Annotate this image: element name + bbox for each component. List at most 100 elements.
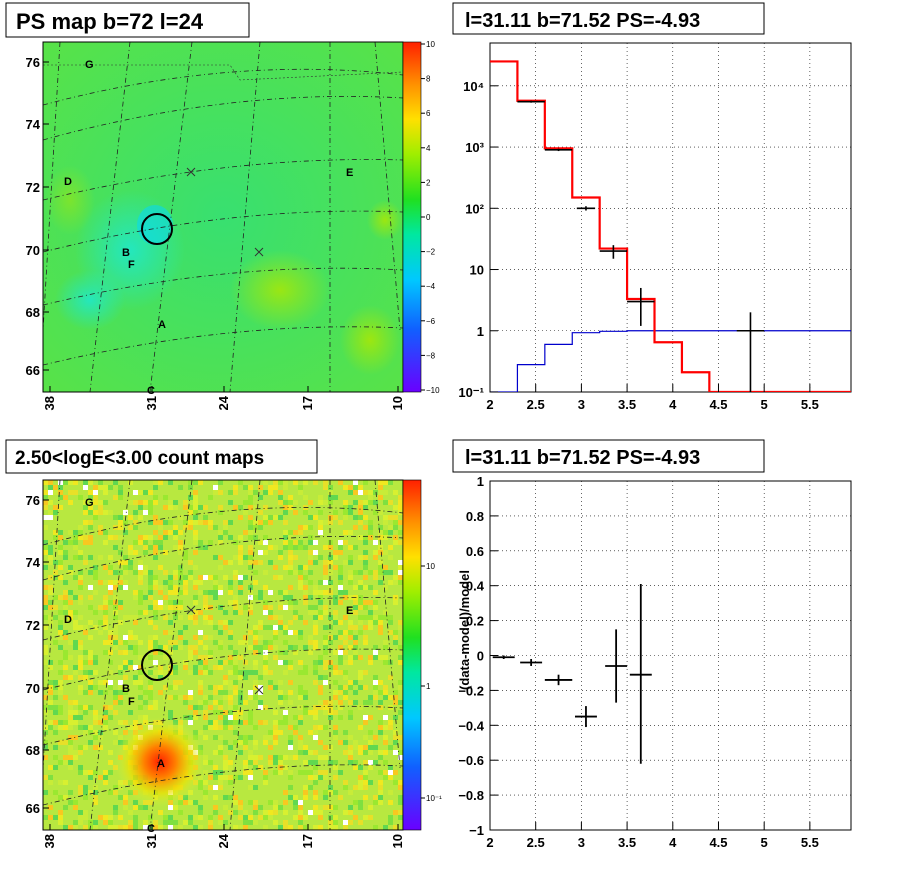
count-map-y-ticks: 76 74 72 70 68 66	[26, 493, 49, 816]
x-tick-label: 2	[486, 835, 493, 850]
ps-map-title-box: PS map b=72 l=24	[5, 2, 250, 38]
map-x-tick-label: 38	[42, 834, 57, 848]
x-tick-label: 4	[669, 397, 677, 412]
ps-map-x-ticks: 38 31 24 17 10	[42, 386, 405, 410]
count-map-panel: G D E B F A C 10 1 10⁻¹ 76 74 72 70 68 66 38 31 2…	[26, 479, 442, 848]
colorbar-tick-label: 4	[426, 144, 431, 153]
ps-map-cross-markers	[186, 167, 264, 257]
y-tick-label: −0.6	[458, 753, 484, 768]
data-point	[544, 148, 573, 152]
y-tick-label: 10⁻¹	[458, 385, 484, 400]
colorbar-tick-label: −10	[426, 386, 440, 395]
source-label-a: A	[158, 319, 166, 331]
count-map-colorbar	[402, 479, 422, 831]
map-y-tick-label: 68	[26, 743, 40, 758]
y-tick-label: 0.4	[466, 579, 485, 594]
source-label-b: B	[122, 247, 130, 259]
residual-point	[520, 658, 543, 666]
x-tick-label: 4.5	[709, 397, 727, 412]
residual-point	[574, 706, 597, 728]
y-tick-label: 10⁴	[463, 79, 484, 94]
ps-map-target-circle	[141, 213, 173, 245]
x-tick-label: 5.5	[801, 835, 819, 850]
ps-map-coordinate-grid	[43, 42, 403, 392]
spectrum-title: l=31.11 b=71.52 PS=-4.93	[465, 10, 700, 32]
ps-map-title: PS map b=72 l=24	[16, 9, 204, 34]
x-tick-label: 2.5	[527, 835, 545, 850]
colorbar-tick-label: 0	[426, 213, 431, 222]
x-tick-label: 4	[669, 835, 677, 850]
spectrum-marks	[490, 60, 851, 392]
count-map-cross-markers	[186, 605, 264, 695]
source-label-g: G	[85, 59, 94, 71]
data-point	[736, 312, 765, 392]
source-label-g: G	[85, 497, 94, 509]
y-tick-label: −1	[469, 823, 484, 838]
x-tick-label: 5.5	[801, 397, 819, 412]
y-tick-label: 1	[477, 324, 484, 339]
residual-point	[544, 674, 573, 686]
x-tick-label: 3.5	[618, 835, 636, 850]
map-x-tick-label: 10	[390, 396, 405, 410]
map-y-tick-label: 70	[26, 681, 40, 696]
map-y-tick-label: 76	[26, 55, 40, 70]
source-label-d: D	[64, 176, 72, 188]
ps-map-colorbar-ticks: 10 8 6 4 2 0 −2 −4 −6 −8 −10	[421, 40, 440, 395]
colorbar-tick-label: −6	[426, 317, 436, 326]
residual-title: l=31.11 b=71.52 PS=-4.93	[465, 447, 700, 469]
spectrum-title-box: l=31.11 b=71.52 PS=-4.93	[452, 2, 765, 35]
residual-title-box: l=31.11 b=71.52 PS=-4.93	[452, 439, 765, 473]
residual-panel: 2 2.5 3 3.5 4 4.5 5 5.5 −1 −0.8 −0.6 −0.4 −0.2 0 0.2 0.…	[457, 474, 852, 850]
spectrum-panel: 2 2.5 3 3.5 4 4.5 5 5.5 10⁻¹ 1 10 10² 10³ 10⁴	[458, 42, 852, 412]
data-point	[627, 287, 655, 326]
colorbar-tick-label: −2	[426, 248, 436, 257]
ps-map-y-ticks: 76 74 72 70 68 66	[26, 55, 49, 378]
source-label-a: A	[157, 758, 165, 770]
colorbar-tick-label: 2	[426, 178, 431, 187]
source-label-b: B	[122, 683, 130, 695]
colorbar-tick-label: −8	[426, 351, 436, 360]
source-label-c: C	[147, 823, 155, 835]
x-tick-label: 2.5	[527, 397, 545, 412]
map-x-tick-label: 31	[144, 834, 159, 848]
source-label-f: F	[128, 259, 135, 271]
residual-grid	[489, 480, 851, 831]
count-map-title: 2.50<logE<3.00 count maps	[15, 448, 264, 469]
map-x-tick-label: 31	[144, 396, 159, 410]
data-point	[599, 245, 628, 259]
y-tick-label: −0.2	[458, 683, 484, 698]
map-x-tick-label: 38	[42, 396, 57, 410]
y-tick-label: 0.2	[466, 614, 484, 629]
y-tick-label: −0.8	[458, 788, 484, 803]
map-y-tick-label: 74	[26, 555, 41, 570]
spectrum-ticks: 2 2.5 3 3.5 4 4.5 5 5.5 10⁻¹ 1 10 10² 10³ 10⁴	[458, 79, 819, 412]
source-label-c: C	[147, 385, 155, 397]
source-label-f: F	[128, 696, 135, 708]
count-map-pixels	[43, 480, 403, 830]
map-y-tick-label: 68	[26, 305, 40, 320]
x-tick-label: 5	[761, 397, 768, 412]
y-tick-label: 10²	[465, 201, 484, 216]
residual-point	[605, 629, 628, 703]
ps-map-source-labels: G D E B F A C	[64, 59, 353, 397]
x-tick-label: 5	[761, 835, 768, 850]
y-tick-label: 10³	[465, 140, 484, 155]
residual-y-axis-label: (data-model)/model	[457, 570, 472, 690]
data-point	[576, 206, 596, 211]
y-tick-label: 0.6	[466, 544, 484, 559]
map-y-tick-label: 72	[26, 618, 40, 633]
colorbar-tick-label: 8	[426, 75, 431, 84]
x-tick-label: 3	[578, 397, 585, 412]
y-tick-label: 0	[477, 649, 484, 664]
ps-map-colorbar	[402, 41, 422, 393]
map-x-tick-label: 17	[300, 396, 315, 410]
map-y-tick-label: 76	[26, 493, 40, 508]
count-map-source-labels: G D E B F A C	[64, 497, 353, 835]
count-map-colorbar-ticks: 10 1 10⁻¹	[421, 562, 442, 803]
map-y-tick-label: 72	[26, 180, 40, 195]
residual-point	[492, 655, 515, 659]
x-tick-label: 3.5	[618, 397, 636, 412]
map-x-tick-label: 10	[390, 834, 405, 848]
colorbar-tick-label: −4	[426, 282, 436, 291]
